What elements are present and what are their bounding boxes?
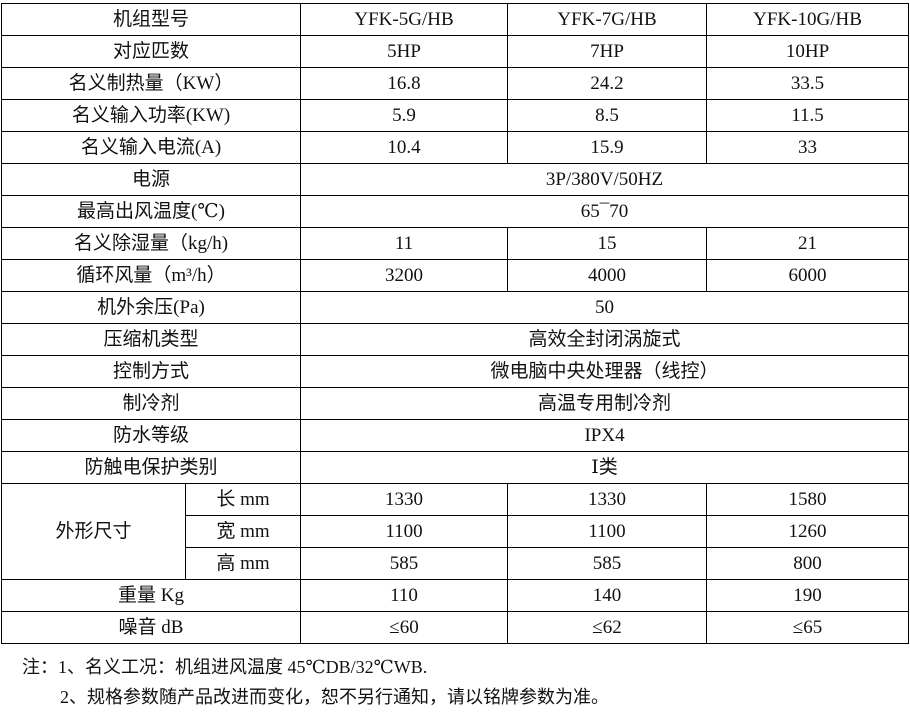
model-header: YFK-5G/HB — [300, 3, 509, 36]
value-cell: 110 — [300, 579, 509, 612]
value-cell: 1330 — [300, 483, 509, 516]
value-cell: 1580 — [706, 483, 910, 516]
row-label: 防水等级 — [0, 419, 302, 452]
table-row: 防水等级 IPX4 — [0, 419, 910, 452]
value-cell: 8.5 — [507, 99, 708, 132]
row-label: 名义输入功率(KW) — [0, 99, 302, 132]
dimension-label: 长 mm — [184, 483, 302, 516]
model-header: YFK-7G/HB — [507, 3, 708, 36]
value-cell: 5HP — [300, 35, 509, 68]
table-row: 压缩机类型 高效全封闭涡旋式 — [0, 323, 910, 356]
value-cell: 33.5 — [706, 67, 910, 100]
row-label: 名义制热量（KW） — [0, 67, 302, 100]
value-cell: 1100 — [507, 515, 708, 548]
row-label: 循环风量（m³/h） — [0, 259, 302, 292]
value-cell: 15.9 — [507, 131, 708, 164]
dimension-row: 高 mm 585 585 800 — [2, 547, 910, 580]
row-label: 对应匹数 — [0, 35, 302, 68]
value-cell: 15 — [507, 227, 708, 260]
row-label: 机组型号 — [0, 3, 302, 36]
value-cell: 585 — [507, 547, 708, 580]
spec-table: 机组型号 YFK-5G/HB YFK-7G/HB YFK-10G/HB 对应匹数 5HP 7… — [0, 3, 910, 644]
value-cell: 5.9 — [300, 99, 509, 132]
row-label: 噪音 dB — [0, 611, 302, 644]
value-cell: 10.4 — [300, 131, 509, 164]
dimension-row: 外形尺寸长 mm 1330 1330 1580 — [1, 483, 910, 580]
row-label: 防触电保护类别 — [0, 451, 302, 484]
table-row: 最高出风温度(℃) 65¯70 — [0, 195, 910, 228]
row-label: 名义输入电流(A) — [0, 131, 302, 164]
value-cell: 7HP — [507, 35, 708, 68]
model-header: YFK-10G/HB — [706, 3, 910, 36]
value-cell: 4000 — [507, 259, 708, 292]
merged-value: IPX4 — [300, 419, 910, 452]
table-row: 机外余压(Pa) 50 — [0, 291, 910, 324]
value-cell: 585 — [300, 547, 509, 580]
dimension-row: 宽 mm 1100 1100 1260 — [2, 515, 910, 548]
row-label: 重量 Kg — [0, 579, 302, 612]
table-row: 循环风量（m³/h） 3200 4000 6000 — [0, 259, 910, 292]
row-label: 压缩机类型 — [0, 323, 302, 356]
value-cell: 1330 — [507, 483, 708, 516]
note-2: 2、规格参数随产品改进而变化，恕不另行通知，请以铭牌参数为准。 — [60, 687, 609, 707]
value-cell: 11.5 — [706, 99, 910, 132]
row-label: 电源 — [0, 163, 302, 196]
table-row: 防触电保护类别 Ⅰ类 — [0, 451, 910, 484]
table-row: 名义输入功率(KW) 5.9 8.5 11.5 — [0, 99, 910, 132]
value-cell: 11 — [300, 227, 509, 260]
table-row: 噪音 dB ≤60 ≤62 ≤65 — [0, 611, 910, 644]
value-cell: ≤65 — [706, 611, 910, 644]
row-label: 控制方式 — [0, 355, 302, 388]
value-cell: 16.8 — [300, 67, 509, 100]
dimension-label: 高 mm — [184, 547, 302, 580]
value-cell: 800 — [706, 547, 910, 580]
table-row: 对应匹数 5HP 7HP 10HP — [0, 35, 910, 68]
merged-value: 微电脑中央处理器（线控） — [300, 355, 910, 388]
value-cell: ≤62 — [507, 611, 708, 644]
value-cell: 190 — [706, 579, 910, 612]
value-cell: 24.2 — [507, 67, 708, 100]
dimensions-label: 外形尺寸 — [1, 483, 186, 580]
table-row: 名义除湿量（kg/h) 11 15 21 — [0, 227, 910, 260]
note-1: 注：1、名义工况：机组进风温度 45℃DB/32℃WB. — [22, 657, 428, 677]
value-cell: 1260 — [706, 515, 910, 548]
merged-value: 3P/380V/50HZ — [300, 163, 910, 196]
value-cell: 33 — [706, 131, 910, 164]
merged-value: 高温专用制冷剂 — [300, 387, 910, 420]
table-row: 电源 3P/380V/50HZ — [0, 163, 910, 196]
merged-value: Ⅰ类 — [300, 451, 910, 484]
notes: 注：1、名义工况：机组进风温度 45℃DB/32℃WB. 2、规格参数随产品改进… — [22, 652, 609, 712]
row-label: 最高出风温度(℃) — [0, 195, 302, 228]
value-cell: ≤60 — [300, 611, 509, 644]
value-cell: 140 — [507, 579, 708, 612]
row-label: 制冷剂 — [0, 387, 302, 420]
table-row: 名义输入电流(A) 10.4 15.9 33 — [0, 131, 910, 164]
dimension-label: 宽 mm — [184, 515, 302, 548]
value-cell: 3200 — [300, 259, 509, 292]
value-cell: 6000 — [706, 259, 910, 292]
table-row: 名义制热量（KW） 16.8 24.2 33.5 — [0, 67, 910, 100]
row-label: 名义除湿量（kg/h) — [0, 227, 302, 260]
value-cell: 10HP — [706, 35, 910, 68]
merged-value: 65¯70 — [300, 195, 910, 228]
table-row: 重量 Kg 110 140 190 — [0, 579, 910, 612]
row-label: 机外余压(Pa) — [0, 291, 302, 324]
merged-value: 高效全封闭涡旋式 — [300, 323, 910, 356]
table-row: 制冷剂 高温专用制冷剂 — [0, 387, 910, 420]
merged-value: 50 — [300, 291, 910, 324]
value-cell: 21 — [706, 227, 910, 260]
header-row: 机组型号 YFK-5G/HB YFK-7G/HB YFK-10G/HB — [0, 3, 910, 36]
table-row: 控制方式 微电脑中央处理器（线控） — [0, 355, 910, 388]
value-cell: 1100 — [300, 515, 509, 548]
